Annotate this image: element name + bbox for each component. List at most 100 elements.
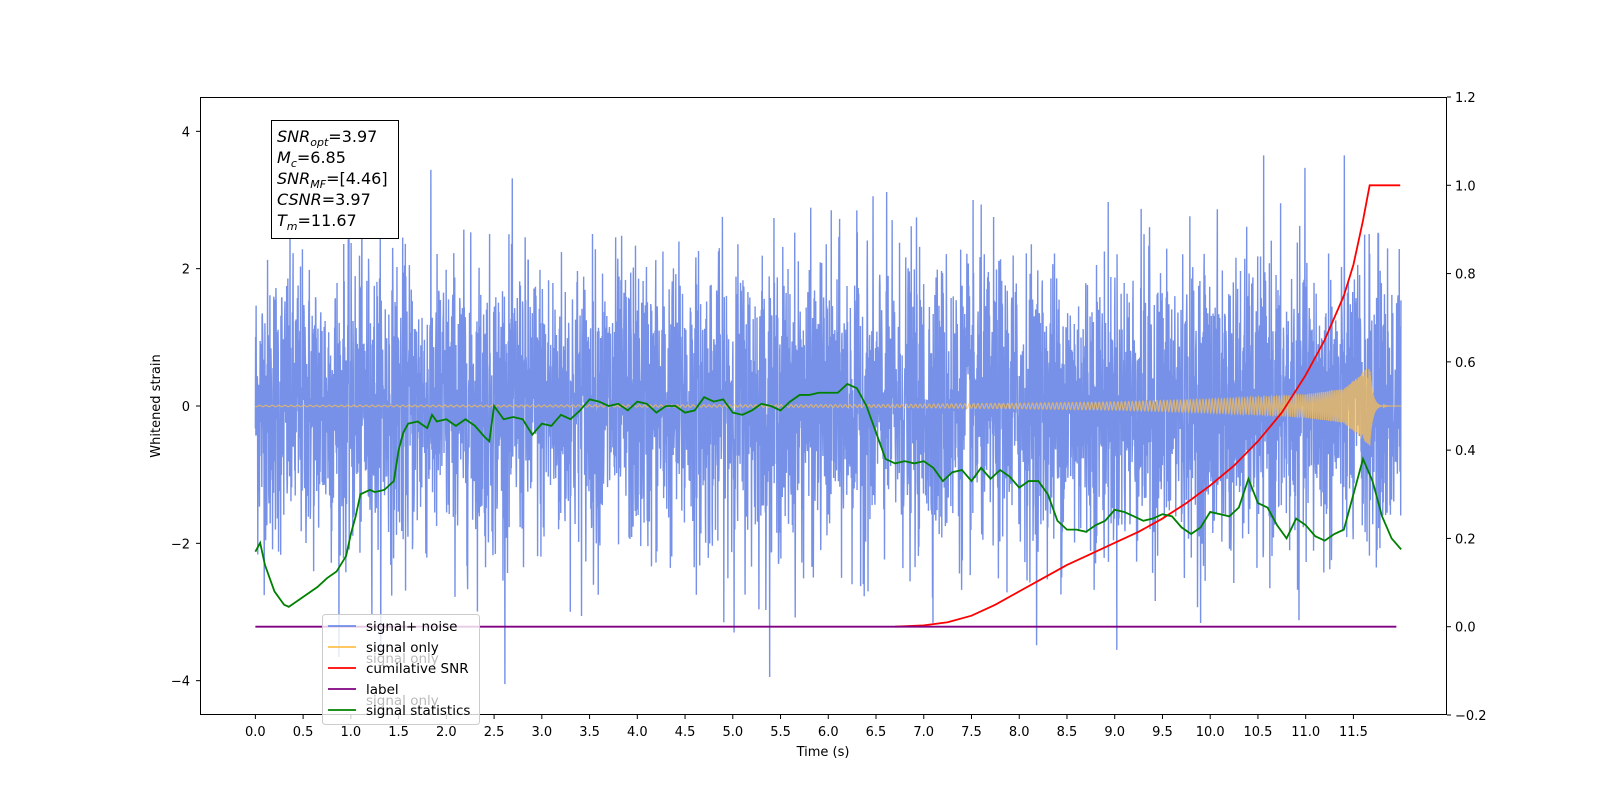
y-tick: 4 [182,125,200,140]
y-right-tick-label: 0.2 [1455,532,1476,547]
annotation-frame [271,120,399,239]
annotation-line: SNRopt=3.97 [277,127,377,149]
x-tick: 7.5 [961,715,982,740]
x-tick: 11.0 [1291,715,1320,740]
plot-frame [200,97,1447,715]
annotation-line: Mc=6.85 [277,148,346,170]
x-tick-label: 8.5 [1057,725,1078,740]
x-tick-label: 10.0 [1196,725,1225,740]
y-tick-label: 2 [182,263,190,278]
x-tick-label: 7.0 [913,725,934,740]
x-tick: 0.0 [245,715,266,740]
y-right-tick: 0.0 [1447,621,1476,636]
x-tick: 9.5 [1152,715,1173,740]
x-tick-label: 8.0 [1009,725,1030,740]
annotation-line: Tm=11.67 [277,211,357,233]
legend-entry: signal statistics [328,703,470,719]
x-tick-label: 0.0 [245,725,266,740]
y-tick: −2 [171,537,200,552]
y-axis-label: Whitened strain [149,354,164,457]
y-axis-left: −4 −2 0 2 4 [171,125,200,690]
y-right-tick-label: 0.8 [1455,268,1476,283]
legend-entry: signal only [328,640,439,656]
y-right-tick: −0.2 [1447,709,1487,724]
y-right-tick: 0.6 [1447,356,1476,371]
y-right-tick-label: −0.2 [1455,709,1487,724]
y-tick: 0 [182,400,200,415]
x-tick-label: 0.5 [293,725,314,740]
annotation-line: SNRMF=[4.46] [277,169,388,191]
x-tick: 6.5 [866,715,887,740]
x-tick: 3.0 [531,715,552,740]
legend-entry: signal+ noise [328,619,457,635]
x-tick-label: 4.5 [675,725,696,740]
annotation-line: CSNR=3.97 [277,190,371,209]
legend-entry: cumilative SNR [328,661,469,677]
x-tick: 10.0 [1196,715,1225,740]
x-tick: 4.0 [627,715,648,740]
x-tick-label: 1.0 [341,725,362,740]
x-axis: 0.0 0.5 1.0 1.5 2.0 2.5 3.0 3.5 4.0 4.5 5.0 5.5 6.0 6… [245,715,1368,740]
x-tick-label: 5.0 [722,725,743,740]
x-tick: 0.5 [293,715,314,740]
y-tick: 2 [182,263,200,278]
legend-label: signal only [366,640,439,656]
series-signal-noise [254,155,1402,685]
x-tick: 8.5 [1057,715,1078,740]
y-tick-label: −4 [171,675,190,690]
x-tick-label: 2.0 [436,725,457,740]
x-tick-label: 3.5 [579,725,600,740]
x-tick-label: 9.0 [1104,725,1125,740]
x-tick-label: 6.5 [866,725,887,740]
series-cumilative-snr [895,184,1401,628]
y-right-tick-label: 1.0 [1455,179,1476,194]
x-tick: 2.5 [484,715,505,740]
x-tick: 5.0 [722,715,743,740]
y-right-tick: 0.8 [1447,268,1476,283]
legend-label: cumilative SNR [366,661,469,677]
x-tick: 8.0 [1009,715,1030,740]
x-tick: 4.5 [675,715,696,740]
legend-ghost-label: signal only [366,651,439,667]
y-right-tick-label: 1.2 [1455,91,1476,106]
y-right-tick-label: 0.0 [1455,621,1476,636]
x-tick-label: 4.0 [627,725,648,740]
x-tick-label: 7.5 [961,725,982,740]
legend-label: signal+ noise [366,619,457,635]
x-tick: 10.5 [1243,715,1272,740]
legend-label: label [366,682,399,698]
x-tick: 9.0 [1104,715,1125,740]
x-tick-label: 6.0 [818,725,839,740]
legend-entry: label [328,682,399,698]
y-tick: −4 [171,675,200,690]
x-tick-label: 3.0 [531,725,552,740]
legend-label: signal statistics [366,703,470,719]
y-tick-label: 0 [182,400,190,415]
x-tick-label: 10.5 [1243,725,1272,740]
x-tick: 3.5 [579,715,600,740]
y-right-tick: 1.2 [1447,91,1476,106]
legend-frame [322,614,480,725]
y-right-tick: 0.2 [1447,532,1476,547]
x-tick: 5.5 [770,715,791,740]
y-tick-label: −2 [171,537,190,552]
series-signal-only [255,368,1402,446]
x-tick-label: 1.5 [388,725,409,740]
y-right-tick: 0.4 [1447,444,1476,459]
y-right-tick-label: 0.6 [1455,356,1476,371]
x-tick: 6.0 [818,715,839,740]
legend-ghost-label: signal only [366,693,439,709]
x-tick-label: 11.5 [1339,725,1368,740]
x-tick-label: 5.5 [770,725,791,740]
x-tick-label: 9.5 [1152,725,1173,740]
y-axis-right: −0.2 0.0 0.2 0.4 0.6 0.8 1.0 1.2 [1447,91,1487,724]
x-tick: 7.0 [913,715,934,740]
x-axis-label: Time (s) [796,745,850,760]
y-right-tick-label: 0.4 [1455,444,1476,459]
y-tick-label: 4 [182,125,190,140]
series-layer [254,155,1402,685]
x-tick-label: 2.5 [484,725,505,740]
